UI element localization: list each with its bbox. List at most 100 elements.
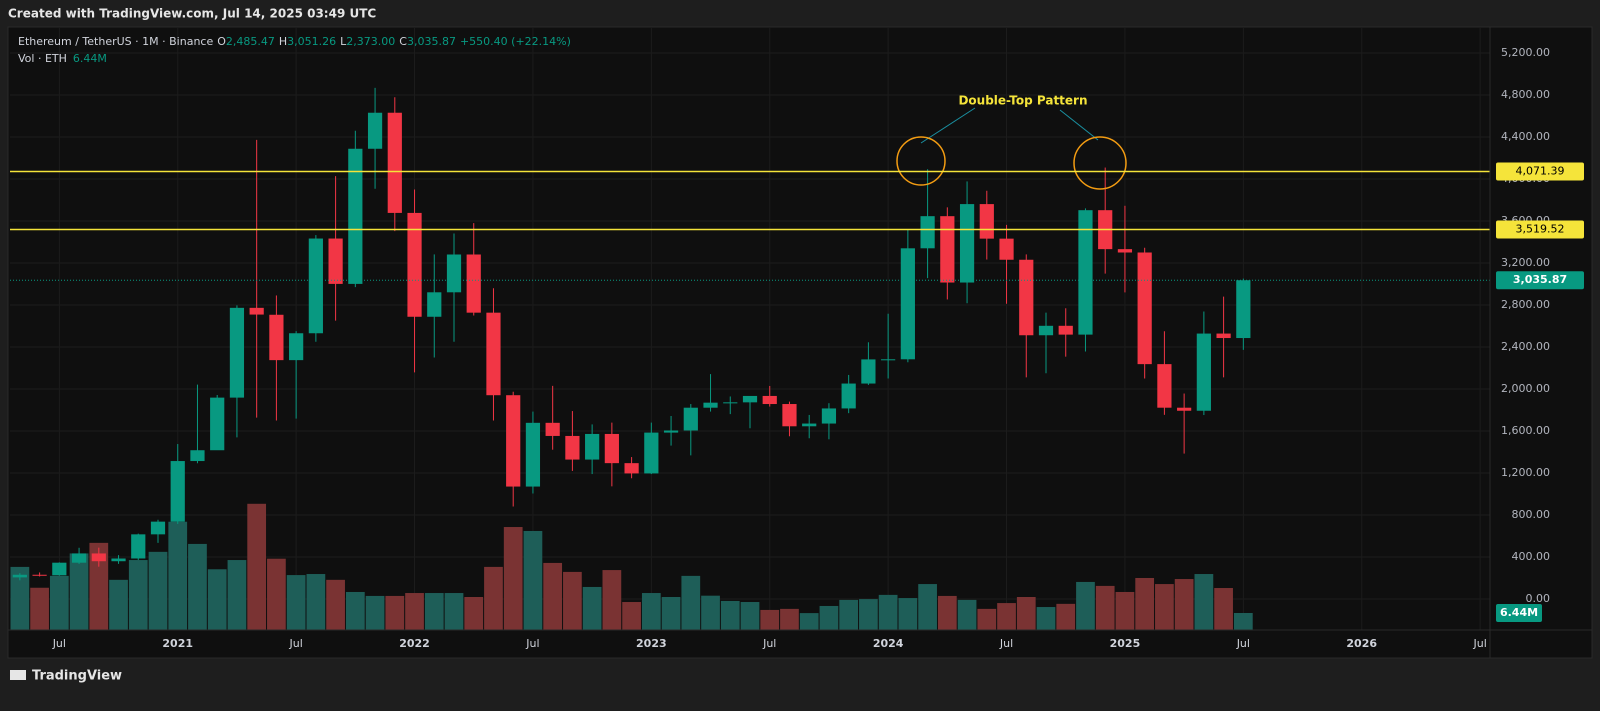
y-tick-label: 1,600.00: [1501, 424, 1550, 437]
x-tick-label: Jul: [1472, 637, 1486, 650]
candle-body: [308, 238, 323, 334]
candle-body: [190, 450, 205, 462]
volume-bar: [326, 579, 345, 630]
x-tick-label: 2022: [399, 637, 430, 650]
candle-body: [881, 359, 896, 361]
volume-bar: [641, 593, 661, 630]
candle-body: [999, 238, 1014, 260]
volume-bar: [89, 542, 109, 630]
volume-legend: Vol · ETH 6.44M: [18, 52, 107, 65]
volume-bar: [1016, 596, 1036, 630]
volume-label: 6.44M: [1500, 606, 1538, 619]
y-tick-label: 2,000.00: [1501, 382, 1550, 395]
candle-body: [900, 248, 915, 360]
volume-bar: [878, 594, 898, 630]
candle-body: [821, 408, 837, 424]
annotation-text: Double-Top Pattern: [958, 94, 1087, 108]
volume-bar: [286, 575, 306, 630]
x-tick-label: Jul: [288, 637, 302, 650]
volume-bar: [109, 579, 128, 630]
x-tick-label: 2026: [1346, 637, 1377, 650]
volume-bar: [1155, 584, 1174, 630]
level-label: 4,071.39: [1516, 165, 1565, 178]
volume-bar: [898, 598, 918, 630]
volume-bar: [622, 602, 641, 630]
volume-bar: [957, 599, 977, 630]
volume-bar: [424, 593, 444, 630]
candle-body: [466, 254, 481, 313]
candle-body: [427, 292, 442, 317]
ohlc-value: 2,485.47: [226, 35, 275, 48]
volume-bar: [1095, 585, 1115, 630]
candle-body: [1157, 364, 1172, 408]
candle-body: [565, 435, 580, 460]
volume-bar: [385, 595, 405, 630]
candle-body: [131, 534, 146, 559]
x-tick-label: Jul: [525, 637, 539, 650]
volume-bar: [444, 593, 464, 630]
volume-bar: [859, 599, 878, 630]
volume-layer: [10, 503, 1253, 630]
x-tick-label: Jul: [999, 637, 1013, 650]
candle-body: [210, 397, 225, 451]
volume-bar: [997, 603, 1016, 630]
ohlc-value: 3,035.87: [407, 35, 456, 48]
candle-body: [269, 314, 284, 361]
candle-body: [920, 216, 935, 249]
volume-bar: [1076, 581, 1095, 630]
volume-bar: [720, 600, 740, 630]
last-price-box: [1496, 271, 1584, 290]
candle-body: [52, 562, 67, 576]
volume-bar: [523, 530, 543, 630]
volume-value: 6.44M: [73, 52, 107, 65]
volume-bar: [168, 521, 188, 630]
volume-bar: [937, 595, 957, 630]
candle-body: [762, 395, 777, 405]
y-tick-label: 3,200.00: [1501, 256, 1550, 269]
volume-bar: [1233, 612, 1253, 630]
ohlc-value: 2,373.00: [346, 35, 395, 48]
candle-body: [1196, 333, 1211, 411]
y-tick-label: 2,400.00: [1501, 340, 1550, 353]
candle-body: [1078, 210, 1093, 335]
axis-layer: 0.00 400.00 800.00 1,200.00 1,600.00 2,000.00…: [8, 27, 1592, 658]
level-label-box: [1496, 162, 1584, 181]
candle-body: [1019, 259, 1034, 336]
candle-body: [1038, 325, 1054, 336]
candle-body: [624, 463, 639, 474]
x-tick-label: 2023: [636, 637, 667, 650]
candle-body: [32, 574, 47, 576]
ohlc-key: C: [399, 35, 407, 48]
candle-body: [1236, 280, 1251, 339]
candle-body: [229, 307, 245, 398]
candle-body: [841, 383, 856, 409]
highlight-circle: [1073, 136, 1127, 190]
volume-bar: [49, 575, 69, 630]
candle-body: [1117, 249, 1133, 253]
candle-body: [348, 148, 363, 284]
candle-body: [446, 254, 462, 293]
volume-bar: [503, 527, 523, 630]
candle-body: [663, 430, 679, 433]
y-tick-label: 2,800.00: [1501, 298, 1550, 311]
ohlc-key: H: [279, 35, 287, 48]
candle-body: [367, 112, 383, 149]
candle-body: [328, 238, 343, 284]
candle-body: [644, 432, 659, 474]
volume-bar: [582, 586, 602, 630]
level-label-box: [1496, 220, 1584, 239]
volume-bar: [227, 560, 247, 630]
candle-body: [604, 433, 619, 464]
volume-bar: [780, 608, 799, 630]
logo-mark: [10, 670, 26, 680]
change-value: +550.40 (+22.14%): [460, 35, 571, 48]
x-tick-label: 2024: [873, 637, 904, 650]
candle-body: [249, 307, 264, 315]
volume-bar: [918, 584, 937, 630]
volume-bar: [1056, 603, 1076, 630]
candle-body: [1177, 407, 1192, 411]
volume-name: Vol · ETH: [18, 52, 67, 65]
volume-bar: [306, 574, 326, 630]
candle-body: [407, 212, 422, 317]
volume-bar: [819, 605, 839, 630]
